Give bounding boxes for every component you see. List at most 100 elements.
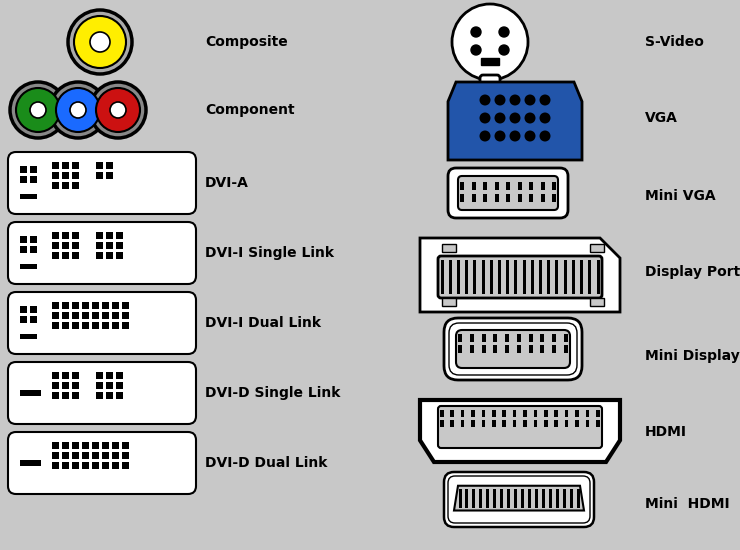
Bar: [448, 260, 451, 294]
Bar: [465, 488, 468, 508]
Circle shape: [539, 130, 551, 141]
Bar: [542, 488, 545, 508]
Bar: [62, 392, 69, 399]
Bar: [529, 194, 533, 202]
Bar: [552, 194, 556, 202]
FancyBboxPatch shape: [8, 292, 196, 354]
Bar: [470, 345, 474, 353]
Bar: [440, 410, 443, 417]
Bar: [521, 488, 524, 508]
Bar: [482, 334, 485, 342]
Bar: [451, 420, 454, 427]
Bar: [82, 312, 89, 319]
Bar: [72, 182, 79, 189]
Bar: [440, 260, 443, 294]
Bar: [576, 488, 579, 508]
Polygon shape: [420, 238, 620, 312]
Bar: [62, 452, 69, 459]
Circle shape: [510, 130, 520, 141]
Bar: [112, 452, 119, 459]
Circle shape: [494, 130, 505, 141]
Bar: [585, 420, 589, 427]
Bar: [440, 420, 443, 427]
Bar: [483, 182, 487, 190]
Circle shape: [110, 102, 126, 118]
Bar: [514, 260, 517, 294]
Bar: [72, 442, 79, 449]
Bar: [106, 242, 113, 249]
Circle shape: [494, 113, 505, 124]
Circle shape: [494, 95, 505, 106]
Circle shape: [68, 10, 132, 74]
Bar: [505, 345, 509, 353]
Bar: [596, 260, 599, 294]
Bar: [96, 392, 103, 399]
Bar: [528, 345, 533, 353]
Circle shape: [471, 45, 481, 55]
Bar: [72, 322, 79, 329]
Bar: [507, 488, 510, 508]
Bar: [575, 420, 579, 427]
Bar: [62, 242, 69, 249]
Bar: [494, 194, 499, 202]
FancyBboxPatch shape: [8, 432, 196, 494]
Bar: [482, 420, 485, 427]
Bar: [20, 390, 41, 396]
Bar: [106, 252, 113, 259]
Bar: [112, 302, 119, 309]
Text: Mini  HDMI: Mini HDMI: [645, 497, 730, 511]
Bar: [62, 172, 69, 179]
Bar: [585, 410, 589, 417]
Bar: [540, 182, 545, 190]
Circle shape: [510, 95, 520, 106]
Bar: [590, 244, 604, 252]
Bar: [30, 176, 37, 183]
Bar: [534, 410, 537, 417]
Circle shape: [480, 95, 491, 106]
Bar: [96, 232, 103, 239]
FancyBboxPatch shape: [8, 222, 196, 284]
Circle shape: [10, 82, 66, 138]
Bar: [52, 452, 59, 459]
Bar: [590, 298, 604, 306]
Bar: [102, 322, 109, 329]
Bar: [522, 260, 525, 294]
Bar: [474, 260, 477, 294]
Circle shape: [96, 88, 140, 132]
Bar: [96, 372, 103, 379]
Bar: [52, 322, 59, 329]
Bar: [102, 312, 109, 319]
Bar: [502, 410, 506, 417]
Bar: [122, 302, 129, 309]
Text: S-Video: S-Video: [645, 35, 704, 49]
Bar: [52, 172, 59, 179]
Bar: [96, 242, 103, 249]
FancyBboxPatch shape: [444, 318, 582, 380]
Bar: [457, 260, 460, 294]
Bar: [62, 322, 69, 329]
Bar: [72, 172, 79, 179]
Bar: [96, 382, 103, 389]
Bar: [96, 172, 103, 179]
Bar: [554, 410, 558, 417]
Text: Component: Component: [205, 103, 295, 117]
Bar: [52, 252, 59, 259]
Bar: [72, 162, 79, 169]
Bar: [82, 442, 89, 449]
Bar: [500, 488, 503, 508]
Bar: [62, 182, 69, 189]
Bar: [482, 345, 485, 353]
Bar: [30, 166, 37, 173]
Bar: [72, 242, 79, 249]
Bar: [52, 162, 59, 169]
Bar: [514, 488, 517, 508]
Polygon shape: [420, 400, 620, 462]
Bar: [486, 488, 489, 508]
Bar: [513, 420, 517, 427]
FancyBboxPatch shape: [456, 330, 570, 368]
FancyBboxPatch shape: [438, 406, 602, 448]
Bar: [116, 232, 123, 239]
Bar: [552, 345, 556, 353]
Circle shape: [90, 32, 110, 52]
Circle shape: [471, 27, 481, 37]
